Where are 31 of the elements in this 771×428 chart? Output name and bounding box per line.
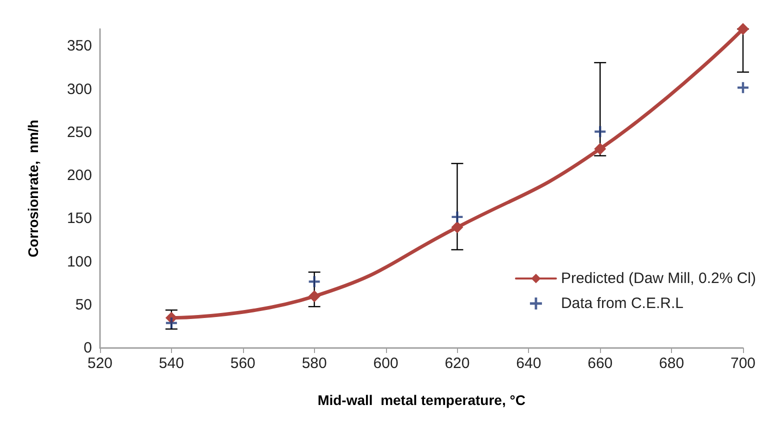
y-axis-title: Corrosionrate, nm/h xyxy=(25,120,41,258)
x-tick-label: 580 xyxy=(302,355,327,372)
x-tick-label: 700 xyxy=(730,355,756,372)
point xyxy=(737,23,749,35)
x-axis-title: Mid-wall metal temperature, °C xyxy=(318,392,526,408)
x-tick-label: 680 xyxy=(659,355,684,372)
point xyxy=(451,221,464,234)
x-tick-label: 520 xyxy=(87,355,113,372)
point xyxy=(738,82,748,94)
x-tick-label: 620 xyxy=(444,355,470,372)
y-tick-label: 250 xyxy=(66,124,92,141)
y-tick-label: 300 xyxy=(66,80,92,98)
point xyxy=(308,276,320,288)
point xyxy=(308,290,320,302)
y-tick-label: 50 xyxy=(75,296,92,314)
x-tick-label: 660 xyxy=(588,355,613,372)
y-tick-label: 150 xyxy=(66,210,92,228)
legend-label: Predicted (Daw Mill, 0.2% Cl) xyxy=(560,270,756,287)
point xyxy=(594,142,606,155)
y-tick-label: 350 xyxy=(66,38,92,55)
y-tick-label: 0 xyxy=(84,340,92,356)
x-tick-label: 560 xyxy=(230,355,256,372)
y-tick-label: 200 xyxy=(66,167,92,184)
x-tick-label: 640 xyxy=(516,355,542,372)
x-tick-label: 540 xyxy=(158,355,184,372)
x-tick-label: 600 xyxy=(373,355,398,372)
point xyxy=(452,211,463,222)
legend-label: Data from C.E.R.L xyxy=(560,295,684,312)
y-tick-label: 100 xyxy=(66,253,92,270)
point xyxy=(166,317,177,328)
point xyxy=(594,126,606,138)
